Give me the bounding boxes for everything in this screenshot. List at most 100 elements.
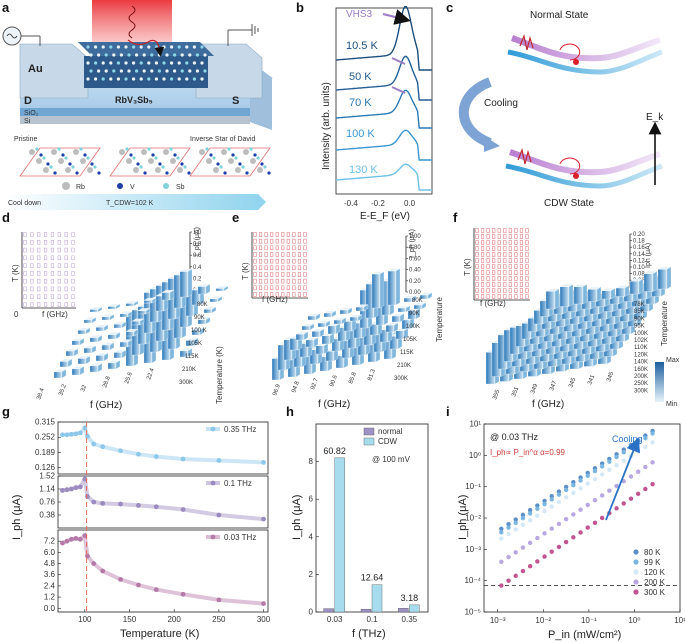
panel-g-ytick-label: 7.2	[44, 537, 56, 546]
panel-g-point	[153, 454, 159, 459]
panel-i-legend-marker	[633, 549, 639, 555]
panel-i-point	[563, 539, 569, 545]
panel-f-inset-cell	[497, 258, 501, 263]
panel-g-ytick-label: 1.2	[44, 593, 56, 602]
panel-e-inset-cell	[292, 238, 296, 244]
panel-f-inset-cell	[486, 288, 490, 293]
panel-i-legend-label: 200 K	[644, 578, 666, 587]
crystal-atom	[150, 69, 154, 73]
panel-i-point	[527, 564, 533, 569]
lattice-rb-atom	[177, 167, 183, 173]
panel-g-point	[136, 503, 141, 508]
panel-e-bar	[321, 335, 331, 345]
panel-g-point	[60, 540, 65, 546]
panel-f-inset-cell	[486, 294, 490, 299]
crystal-atom	[157, 69, 161, 73]
panel-f-temp-tick: 160K	[634, 367, 648, 373]
panel-f-inset-cell	[486, 276, 490, 281]
panel-f-bar	[559, 286, 570, 307]
panel-f-inset-cell	[514, 294, 518, 299]
panel-e-3d: 0.00 0.20 0.40 0.60 0.80 1.00 80K 90K 100K 105K 11…	[251, 232, 433, 397]
lattice-sb-atom	[125, 147, 129, 151]
panel-h-xtick-label: 0.03	[327, 615, 343, 624]
pristine-label: Pristine	[14, 136, 37, 143]
panel-e-freq-tick: 90.6	[329, 374, 339, 388]
panel-i-point	[499, 583, 504, 588]
panel-d-bar	[53, 371, 63, 379]
panel-e-bar-side	[341, 317, 347, 325]
panel-i-point	[599, 515, 605, 521]
lattice-rb-atom	[133, 167, 139, 173]
panel-e-inset-cell	[297, 238, 301, 244]
panel-e-freq-tick: 94.8	[291, 380, 301, 394]
panel-e-inset-cell	[286, 252, 290, 257]
panel-d-ztick-label: 0.2	[193, 276, 202, 282]
panel-b-xtick-2: 0.0	[404, 199, 416, 208]
panel-d-bar-side	[205, 283, 211, 295]
panel-e-bar-side	[363, 304, 369, 312]
panel-e-inset-cell	[264, 238, 268, 244]
lattice-v-atom	[231, 153, 235, 157]
lattice-v-atom	[46, 162, 50, 166]
panel-g-legend-marker	[210, 480, 216, 486]
panel-h-xlabel: f (THz)	[352, 628, 386, 640]
panel-d-inset-cell	[30, 286, 34, 292]
panel-f-inset-cell	[519, 264, 523, 269]
rb-atom-icon	[62, 182, 70, 190]
lattice-v-atom	[223, 171, 227, 175]
panel-i-point	[513, 517, 518, 522]
panel-f-inset-cell	[486, 270, 490, 275]
lattice-v-atom	[61, 153, 65, 157]
lattice-rb-atom	[119, 149, 125, 155]
panel-f-inset-cell	[486, 264, 490, 269]
crystal-atom	[185, 77, 189, 81]
band-bottom-blue	[505, 163, 663, 189]
panel-a-device: Au D S RbV₃Sb₅ SiO₂ Si Pristine Inverse …	[2, 0, 273, 210]
panel-e-temp-tick: 115K	[400, 350, 414, 356]
panel-i-point	[520, 545, 526, 550]
panel-d-bar	[197, 286, 207, 295]
panel-i-point	[499, 530, 504, 535]
crystal-atom	[165, 53, 169, 57]
panel-f-bar-side	[652, 271, 658, 292]
lattice-rb-atom	[87, 167, 93, 173]
panel-e-temp-tick: 80K	[412, 298, 423, 304]
crystal-atom	[109, 77, 113, 81]
panel-f-inset-cell	[492, 234, 496, 239]
edc-temp-4: 130 K	[349, 164, 378, 176]
panel-i-point	[549, 526, 554, 531]
panel-f-bar-side	[568, 284, 574, 307]
panel-d-inset-cell	[50, 278, 54, 284]
panel-i-point	[527, 511, 533, 516]
panel-e-inset-cell	[259, 258, 263, 264]
crystal-atom	[203, 53, 207, 57]
panel-g-xlabel: Temperature (K)	[120, 628, 199, 640]
panel-d-bar-side	[187, 348, 193, 358]
panel-f-inset-cell	[525, 282, 529, 287]
panel-f-inset-cell	[508, 240, 512, 245]
panel-i-ytick-label: 10⁻⁵	[465, 608, 481, 617]
panel-e-labels: T (K) f (GHz) I_ph (μA) Temperature f (G…	[241, 229, 444, 410]
crystal-atom	[173, 69, 177, 73]
panel-d-bar-side	[79, 366, 85, 376]
panel-g-point	[64, 487, 70, 493]
panel-f-inset-cell	[481, 240, 485, 245]
panel-e-inset-cell	[264, 232, 268, 237]
panel-d-inset-cell	[50, 263, 54, 268]
lattice-sb-atom	[249, 147, 253, 151]
panel-d-inset-cell	[23, 286, 27, 292]
scatter-icon-bottom	[559, 157, 581, 175]
crystal-atom	[170, 45, 174, 49]
au-label: Au	[28, 63, 43, 75]
panel-e-inset-cell	[275, 252, 279, 257]
panel-f-labels: T (K) f (GHz) Iph (μA) Temperature f (GH…	[463, 243, 680, 410]
lattice-rb-atom	[73, 149, 79, 155]
si-label: Si	[24, 118, 31, 125]
panel-f-temp-tick: 200K	[634, 374, 648, 380]
panel-g-series-line	[61, 531, 264, 606]
panel-e-freq-tick: 81.3	[367, 368, 377, 382]
lattice-v-atom	[165, 171, 169, 175]
colorbar-min: Min	[666, 401, 677, 408]
crystal-atom	[119, 53, 123, 57]
panel-g-ytick-label: 1.14	[39, 485, 55, 494]
